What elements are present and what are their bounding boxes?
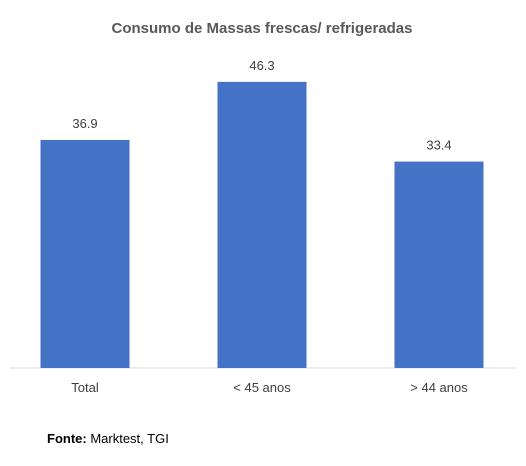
bar-chart: Consumo de Massas frescas/ refrigeradas … bbox=[10, 20, 516, 395]
bar-44-anos bbox=[394, 161, 484, 368]
category-label-44-anos: > 44 anos bbox=[410, 380, 468, 395]
category-label-total: Total bbox=[71, 380, 99, 395]
bar-45-anos bbox=[217, 81, 307, 368]
data-label-45-anos: 46.3 bbox=[249, 58, 274, 73]
bar-total bbox=[40, 139, 130, 368]
chart-title: Consumo de Massas frescas/ refrigeradas bbox=[112, 20, 413, 37]
source-note: Fonte: Marktest, TGI bbox=[47, 431, 169, 446]
category-label-45-anos: < 45 anos bbox=[233, 380, 291, 395]
source-label: Fonte: bbox=[47, 431, 87, 446]
data-label-total: 36.9 bbox=[72, 116, 97, 131]
source-text: Marktest, TGI bbox=[86, 431, 169, 446]
data-label-44-anos: 33.4 bbox=[426, 138, 451, 153]
